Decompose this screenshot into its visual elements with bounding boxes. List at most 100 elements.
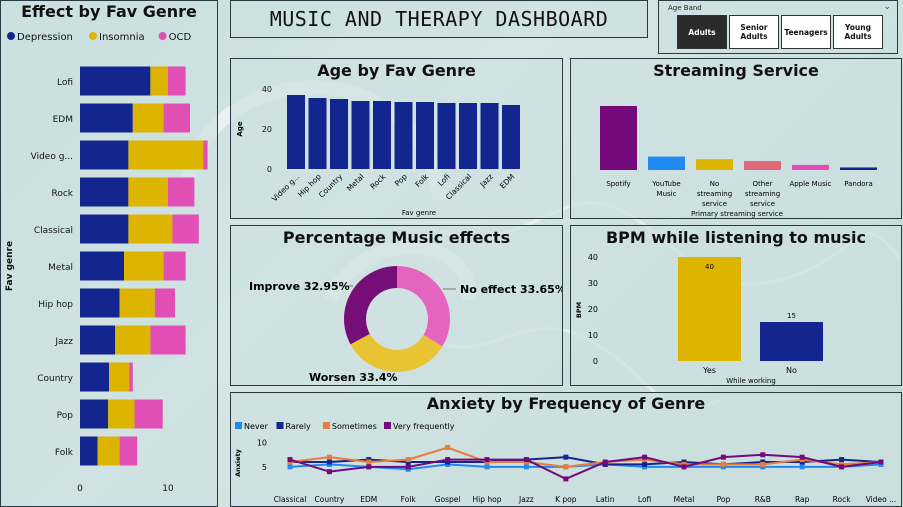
- leader-line: [392, 374, 396, 378]
- x-tick-label: Jazz: [518, 495, 534, 504]
- x-tick-label: Rap: [795, 495, 810, 504]
- data-label: 15: [787, 312, 796, 320]
- x-tick-label: Yes: [702, 366, 716, 375]
- data-point: [366, 459, 372, 465]
- y-tick-label: Classical: [34, 226, 73, 236]
- bar: [308, 98, 327, 169]
- slicer-option-adults[interactable]: Adults: [677, 15, 727, 49]
- x-tick-label: Gospel: [435, 495, 461, 504]
- legend-marker-insomnia: [89, 32, 97, 40]
- effect-chart-title: Effect by Fav Genre: [21, 2, 197, 21]
- legend-label: Sometimes: [332, 422, 377, 431]
- data-point: [878, 459, 884, 465]
- bar-segment: [80, 214, 129, 244]
- bar-segment: [203, 140, 208, 170]
- x-tick-label: Lofi: [638, 495, 652, 504]
- x-tick-label: Folk: [413, 172, 430, 189]
- data-point: [445, 445, 451, 450]
- x-tick-label: Lofi: [436, 172, 452, 188]
- bar: [459, 103, 477, 169]
- bar-segment: [134, 399, 163, 429]
- legend-marker: [276, 422, 284, 429]
- x-tick-label: YouTube Music: [651, 180, 680, 198]
- bar: [287, 95, 305, 169]
- effect-by-genre-panel: Effect by Fav Genre Depression Insomnia OC…: [0, 0, 218, 507]
- slicer-option-teenagers[interactable]: Teenagers: [781, 15, 831, 49]
- data-point: [681, 464, 687, 470]
- x-tick-label: Folk: [401, 495, 417, 504]
- effect-by-genre-chart: Depression Insomnia OCD Lofi EDM Video g... Ro…: [5, 32, 208, 494]
- y-tick-label: 40: [588, 253, 598, 262]
- donut-slice-no-effect: [397, 266, 450, 347]
- y-axis-title: Age: [236, 121, 244, 136]
- x-tick-label: EDM: [498, 172, 516, 190]
- bar-segment: [109, 362, 130, 392]
- bar-segment: [80, 288, 120, 318]
- legend-label: Very frequently: [393, 422, 455, 431]
- x-tick-label: Latin: [596, 495, 615, 504]
- bar: [416, 102, 434, 169]
- bar: [792, 164, 829, 170]
- y-tick-label: 0: [593, 357, 598, 366]
- bar-segment: [154, 288, 176, 318]
- slicer-option-senior-adults[interactable]: Senior Adults: [729, 15, 779, 49]
- bar-segment: [128, 177, 168, 207]
- bar-segment: [150, 325, 186, 355]
- data-point: [287, 457, 293, 463]
- y-tick-label: 10: [257, 439, 267, 448]
- x-tick-label: Metal: [674, 495, 695, 504]
- legend-label: Never: [244, 422, 269, 431]
- data-point: [326, 469, 332, 475]
- y-tick-label: 20: [262, 125, 272, 134]
- bar: [760, 322, 823, 361]
- bar-segment: [128, 140, 204, 170]
- dashboard-title: MUSIC AND THERAPY DASHBOARD: [230, 0, 648, 38]
- anxiety-line-chart: Never Rarely Sometimes Very frequently 5 10 An…: [234, 422, 896, 504]
- bar-segment: [128, 214, 173, 244]
- x-tick-label: Rock: [833, 495, 852, 504]
- y-tick-label: Jazz: [54, 337, 73, 347]
- x-tick-label: Hip hop: [473, 495, 502, 504]
- x-tick-label: Pop: [717, 495, 731, 504]
- bar-segment: [80, 177, 129, 207]
- data-point: [602, 459, 608, 465]
- x-tick-label: EDM: [360, 495, 377, 504]
- bar: [600, 106, 637, 170]
- y-tick-label: Country: [37, 374, 73, 384]
- anxiety-chart-title: Anxiety by Frequency of Genre: [426, 394, 706, 413]
- data-label: 40: [705, 263, 714, 271]
- legend-marker: [384, 422, 391, 429]
- x-tick-label: Country: [317, 172, 345, 200]
- data-point: [405, 457, 411, 463]
- legend-marker: [322, 422, 330, 429]
- data-point: [326, 459, 332, 465]
- anxiety-panel: Anxiety by Frequency of Genre Never Rarel…: [230, 392, 902, 507]
- music-effects-panel: Percentage Music effects No effect 33.65…: [230, 225, 563, 386]
- donut-slice-worsen: [350, 333, 443, 372]
- chevron-down-icon[interactable]: ⌄: [883, 2, 891, 12]
- legend-label-depression: Depression: [17, 32, 73, 43]
- data-point: [563, 476, 569, 482]
- legend-label: Rarely: [286, 422, 312, 431]
- x-tick-label: Metal: [345, 172, 366, 193]
- data-point: [839, 457, 845, 463]
- slicer-option-young-adults[interactable]: Young Adults: [833, 15, 883, 49]
- music-effects-donut-chart: No effect 33.65% Worsen 33.4% Improve 32.9…: [249, 266, 562, 384]
- x-tick-label: Country: [315, 495, 345, 504]
- bpm-panel: BPM while listening to music 0 10 20 30 40 BP…: [570, 225, 902, 386]
- music-effects-chart-title: Percentage Music effects: [282, 228, 511, 247]
- x-tick-label: Pandora: [844, 180, 873, 188]
- bar: [330, 99, 348, 169]
- bpm-chart: 0 10 20 30 40 BPM 40 Yes 15 No While working: [575, 253, 823, 385]
- bar: [840, 167, 877, 170]
- y-axis-title: Anxiety: [234, 448, 242, 477]
- bar: [437, 103, 456, 169]
- age-by-genre-panel: Age by Fav Genre 0 20 40 Age Video g... Hip h…: [230, 58, 563, 219]
- x-tick-label: Rock: [368, 172, 388, 192]
- bar: [744, 161, 781, 170]
- bar-segment: [172, 214, 199, 244]
- bar-segment: [80, 103, 133, 133]
- bar-segment: [129, 362, 133, 392]
- data-point: [405, 464, 411, 470]
- y-tick-label: Hip hop: [38, 300, 73, 310]
